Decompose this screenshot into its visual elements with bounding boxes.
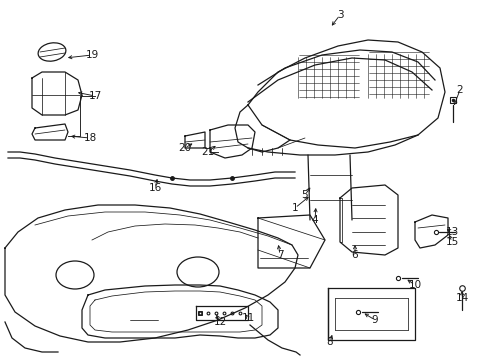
Text: 13: 13 [445, 227, 458, 237]
Text: 15: 15 [445, 237, 458, 247]
Text: 1: 1 [291, 203, 298, 213]
Text: 17: 17 [88, 91, 102, 101]
Text: 12: 12 [213, 317, 226, 327]
Text: 2: 2 [456, 85, 462, 95]
Text: 6: 6 [351, 250, 358, 260]
Text: 16: 16 [148, 183, 162, 193]
Text: 5: 5 [301, 190, 307, 200]
Text: 3: 3 [336, 10, 343, 20]
Text: 8: 8 [326, 337, 333, 347]
Text: 10: 10 [407, 280, 421, 290]
Text: 4: 4 [311, 215, 318, 225]
Text: 20: 20 [178, 143, 191, 153]
Text: 7: 7 [276, 250, 283, 260]
Text: 9: 9 [371, 315, 378, 325]
Text: 21: 21 [201, 147, 214, 157]
Text: 11: 11 [241, 313, 254, 323]
Text: 14: 14 [454, 293, 468, 303]
Text: 18: 18 [83, 133, 97, 143]
Text: 19: 19 [85, 50, 99, 60]
